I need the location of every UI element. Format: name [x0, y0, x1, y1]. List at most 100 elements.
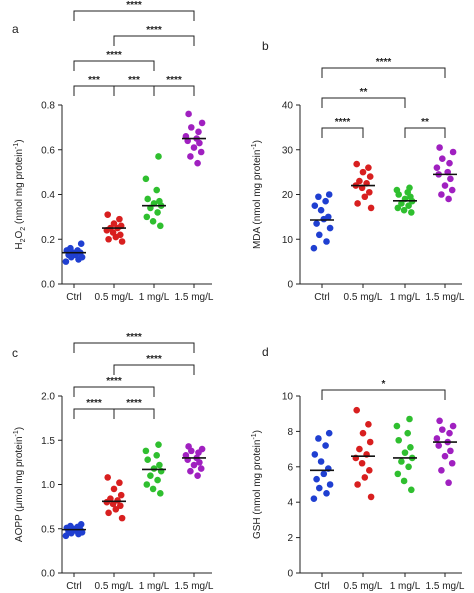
data-point: [116, 215, 123, 223]
data-point: [198, 445, 206, 453]
significance-bracket: [321, 127, 364, 138]
data-point: [313, 220, 320, 227]
data-point: [449, 148, 457, 156]
data-point: [317, 206, 325, 214]
significance-bracket: [404, 127, 446, 138]
significance-bracket: [113, 408, 155, 419]
y-tick-label: 0.2: [41, 235, 55, 246]
data-point: [446, 159, 453, 167]
data-point: [365, 164, 372, 171]
data-point: [365, 421, 372, 428]
significance-bracket: [321, 97, 406, 108]
data-point: [118, 514, 126, 522]
data-point: [366, 438, 374, 446]
y-tick-label: 1.5: [41, 436, 55, 447]
panel-a: a 0.0 0.2 0.4 0.6 0.8 Ctrl 0.5 mg/L 1 mg/L 1.5 mg…: [12, 0, 214, 303]
data-point: [107, 495, 114, 502]
data-point: [154, 209, 161, 216]
data-point: [117, 491, 125, 499]
data-point: [187, 467, 194, 475]
significance-label: ****: [126, 332, 142, 343]
data-point: [149, 218, 157, 225]
data-point: [150, 465, 158, 472]
data-point: [441, 182, 449, 189]
data-point: [448, 459, 456, 467]
y-tick-label: 1.0: [41, 480, 55, 491]
data-point: [406, 415, 413, 423]
x-tick-label: Ctrl: [314, 581, 330, 592]
data-point: [195, 128, 202, 136]
data-point: [117, 231, 124, 239]
x-tick-label: 1 mg/L: [390, 292, 421, 303]
y-tick-label: 6: [287, 462, 293, 473]
data-point: [311, 202, 319, 209]
data-point: [353, 406, 361, 414]
data-point: [395, 436, 403, 444]
data-point: [190, 144, 198, 151]
data-point: [394, 204, 402, 212]
significance-label: ****: [86, 398, 102, 409]
y-tick-label: 30: [282, 145, 294, 156]
data-point: [353, 160, 361, 168]
panel-d: d 0 2 4 6 8 10 Ctrl 0.5 mg/L 1 mg/L 1.5 mg/L GSH (n…: [251, 345, 465, 592]
data-point: [354, 200, 361, 207]
significance-bracket: [73, 85, 115, 96]
data-point: [407, 444, 414, 451]
y-axis-title: AOPP (μmol mg protein-1): [13, 427, 25, 542]
data-point: [325, 429, 333, 437]
data-point: [104, 211, 111, 218]
data-point: [116, 479, 123, 487]
y-tick-label: 0: [287, 280, 293, 291]
data-point: [448, 186, 456, 194]
data-point: [322, 442, 329, 449]
data-point: [77, 521, 85, 528]
data-point: [317, 458, 325, 465]
significance-label: ****: [106, 376, 122, 387]
significance-label: ****: [146, 25, 162, 36]
data-point: [182, 451, 190, 459]
data-point: [433, 164, 441, 171]
data-point: [149, 485, 157, 493]
y-tick-label: 0.5: [41, 524, 55, 535]
data-point: [320, 470, 328, 478]
y-tick-label: 8: [287, 427, 293, 438]
data-point: [194, 472, 201, 479]
data-point: [109, 500, 117, 508]
data-point: [449, 422, 457, 430]
data-point: [447, 175, 454, 183]
data-point: [436, 144, 443, 151]
data-point: [110, 220, 118, 227]
significance-bracket: [73, 60, 155, 71]
y-tick-label: 0: [287, 569, 293, 580]
data-point: [67, 522, 74, 530]
data-point: [445, 479, 452, 487]
data-point: [77, 240, 85, 248]
data-point: [153, 451, 160, 459]
data-point: [104, 474, 111, 481]
data-point: [194, 159, 201, 167]
significance-bracket: [73, 386, 155, 397]
data-point: [366, 188, 373, 196]
data-point: [144, 456, 151, 464]
data-point: [325, 191, 333, 198]
data-point: [197, 148, 205, 156]
y-tick-label: 40: [282, 101, 294, 112]
data-point: [197, 465, 205, 472]
data-point: [405, 463, 412, 471]
significance-label: *: [382, 379, 386, 390]
data-point: [359, 429, 367, 437]
data-point: [322, 197, 329, 205]
data-point: [398, 458, 405, 465]
data-point: [117, 502, 124, 510]
data-point: [105, 509, 112, 517]
data-point: [323, 490, 330, 497]
x-tick-label: Ctrl: [66, 581, 82, 592]
panel-c: c 0.0 0.5 1.0 1.5 2.0 Ctrl 0.5 mg/L 1 mg/L 1.5 mg…: [12, 332, 214, 592]
data-point: [438, 467, 445, 474]
panel-label: b: [262, 39, 269, 53]
data-point: [157, 222, 164, 230]
data-point: [356, 445, 363, 453]
data-point: [142, 447, 150, 455]
significance-bracket: [321, 389, 446, 400]
